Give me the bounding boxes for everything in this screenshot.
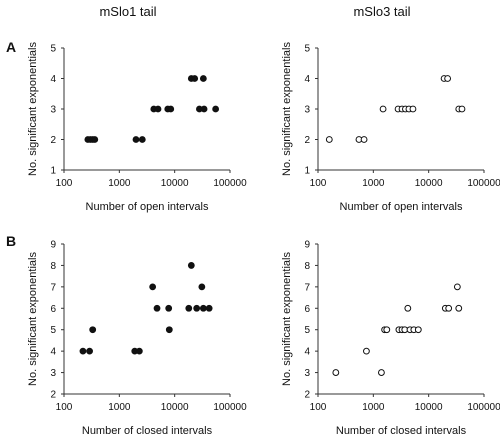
y-axis-label: No. significant exponentials: [281, 252, 293, 386]
y-tick-label: 2: [50, 135, 56, 146]
y-tick-label: 7: [50, 282, 56, 293]
y-tick-label: 5: [50, 44, 56, 55]
data-point: [132, 136, 140, 143]
data-point: [167, 105, 175, 113]
x-axis-label: Number of closed intervals: [336, 425, 467, 437]
data-point: [444, 75, 452, 82]
x-tick-label: 10000: [415, 402, 443, 413]
data-point: [89, 326, 97, 334]
x-tick-label: 100000: [467, 178, 500, 189]
x-tick-label: 1000: [108, 178, 131, 189]
data-point: [138, 136, 146, 143]
data-point: [198, 283, 206, 291]
data-point: [325, 136, 333, 143]
y-tick-label: 8: [50, 261, 56, 272]
x-tick-label: 1000: [108, 402, 131, 413]
data-point: [199, 304, 207, 312]
x-tick-label: 100: [56, 402, 73, 413]
y-tick-label: 1: [50, 166, 56, 177]
x-tick-label: 1000: [362, 402, 385, 413]
data-point: [187, 262, 195, 269]
y-tick-label: 9: [304, 240, 310, 251]
column-title-right: mSlo3 tail: [353, 4, 410, 19]
x-tick-label: 100000: [213, 178, 247, 189]
panel-b-left: 2 3 4 5 6 7 8 9 100 1000 10000 100000 Number of clos…: [27, 240, 247, 438]
column-title-left: mSlo1 tail: [99, 4, 156, 19]
data-point: [378, 369, 385, 376]
data-point: [363, 347, 370, 355]
y-tick-label: 2: [304, 135, 310, 146]
x-tick-label: 100000: [213, 402, 247, 413]
panel-a-left: 1 2 3 4 5 100 1000 10000 100000 Number of open in…: [27, 42, 247, 213]
panel-b-right: 2 3 4 5 6 7 8 9 100 1000 10000 100000 Number of clos…: [281, 240, 500, 438]
x-tick-label: 100: [310, 402, 327, 413]
y-tick-label: 9: [50, 240, 56, 251]
data-point: [379, 105, 387, 113]
data-point: [154, 105, 162, 113]
data-point: [191, 75, 199, 82]
data-point: [79, 347, 87, 355]
data-point: [383, 326, 391, 334]
data-point: [360, 136, 368, 143]
y-axis-label: No. significant exponentials: [281, 42, 293, 176]
x-tick-label: 100000: [467, 402, 500, 413]
y-tick-label: 5: [304, 44, 310, 55]
x-tick-label: 100: [310, 178, 327, 189]
data-point: [445, 304, 453, 312]
data-point: [332, 369, 340, 376]
y-tick-label: 3: [304, 105, 310, 116]
y-axis-label: No. significant exponentials: [27, 252, 39, 386]
data-point: [135, 347, 143, 355]
y-tick-label: 4: [50, 347, 56, 358]
y-tick-label: 5: [50, 325, 56, 336]
x-tick-label: 10000: [161, 178, 189, 189]
data-point: [414, 326, 422, 334]
data-point: [205, 304, 213, 312]
y-tick-label: 6: [304, 304, 310, 315]
data-point: [200, 105, 208, 113]
y-tick-label: 1: [304, 166, 310, 177]
x-tick-label: 100: [56, 178, 73, 189]
y-tick-label: 7: [304, 282, 310, 293]
y-tick-label: 3: [50, 105, 56, 116]
data-point: [165, 326, 173, 334]
data-point: [458, 105, 466, 113]
data-point: [455, 304, 463, 312]
y-tick-label: 3: [304, 368, 310, 379]
data-point: [91, 136, 99, 143]
data-point: [453, 283, 461, 291]
data-point: [193, 304, 201, 312]
x-tick-label: 10000: [415, 178, 443, 189]
data-point: [212, 105, 220, 113]
data-point: [409, 105, 417, 113]
y-tick-label: 4: [304, 74, 310, 85]
y-tick-label: 2: [304, 390, 310, 401]
panels: 1 2 3 4 5 100 1000 10000 100000 Number of open in…: [27, 42, 500, 437]
y-tick-label: 6: [50, 304, 56, 315]
x-tick-label: 1000: [362, 178, 385, 189]
data-point: [149, 283, 157, 291]
y-tick-label: 8: [304, 261, 310, 272]
x-axis-label: Number of closed intervals: [82, 425, 213, 437]
y-tick-label: 5: [304, 325, 310, 336]
y-axis-label: No. significant exponentials: [27, 42, 39, 176]
x-axis-label: Number of open intervals: [340, 201, 463, 213]
data-point: [165, 304, 173, 312]
y-tick-label: 3: [50, 368, 56, 379]
x-axis-label: Number of open intervals: [86, 201, 209, 213]
panel-a-right: 1 2 3 4 5 100 1000 10000 100000 Number of open in…: [281, 42, 500, 213]
data-point: [199, 75, 207, 82]
y-tick-label: 4: [304, 347, 310, 358]
data-point: [185, 304, 193, 312]
row-label-b: B: [6, 233, 16, 249]
x-tick-label: 10000: [161, 402, 189, 413]
data-point: [153, 304, 161, 312]
y-tick-label: 2: [50, 390, 56, 401]
data-point: [86, 347, 93, 355]
y-tick-label: 4: [50, 74, 56, 85]
data-point: [404, 304, 412, 312]
row-label-a: A: [6, 39, 16, 55]
